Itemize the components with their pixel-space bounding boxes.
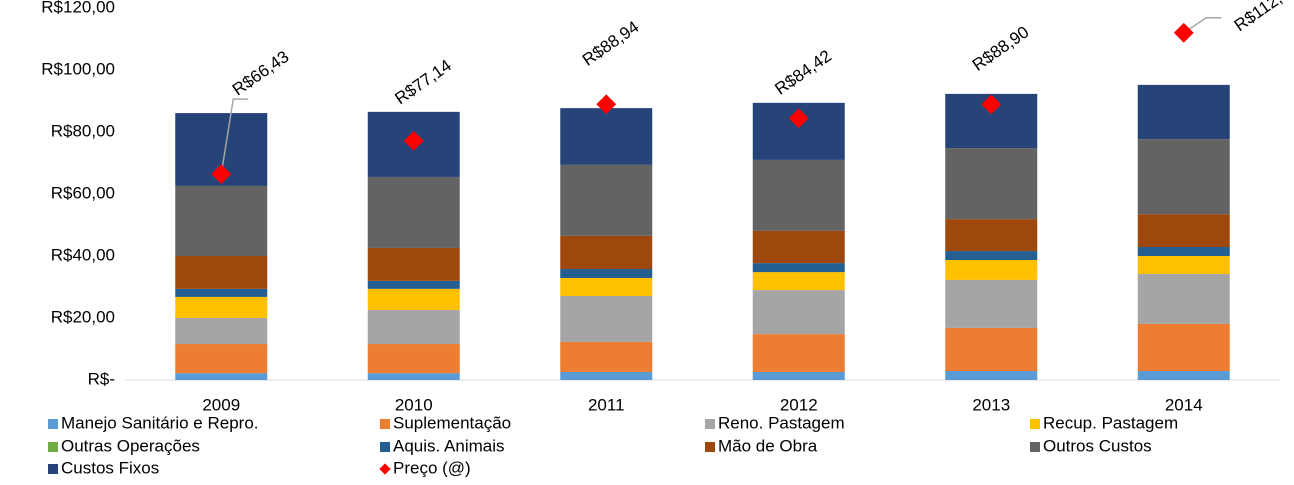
bar-segment	[560, 269, 653, 279]
y-tick-label: R$20,00	[51, 307, 115, 326]
bar-segment	[367, 247, 460, 281]
bar-segment	[1137, 273, 1230, 324]
bar-segment	[945, 279, 1038, 328]
bar-segment	[752, 334, 845, 372]
y-tick-label: R$-	[88, 369, 115, 388]
bar-segment	[752, 272, 845, 291]
value-label: R$66,43	[229, 47, 293, 99]
x-tick-label: 2010	[395, 395, 433, 414]
y-tick-label: R$120,00	[41, 0, 115, 16]
leader-line	[220, 98, 249, 175]
value-label: R$112,	[1231, 0, 1286, 35]
y-tick-label: R$100,00	[41, 59, 115, 78]
legend-marker	[48, 419, 58, 429]
bar-segment	[367, 176, 460, 248]
bar-segment	[175, 185, 268, 256]
legend-label: Reno. Pastagem	[718, 413, 845, 432]
bar-segment	[1137, 84, 1230, 140]
leader-line	[1183, 17, 1222, 34]
legend-marker	[380, 419, 390, 429]
legend-label: Mão de Obra	[718, 436, 818, 455]
bar-segment	[560, 164, 653, 236]
bar-segment	[945, 371, 1038, 380]
bar-segment	[945, 148, 1038, 220]
bar-segment	[367, 373, 460, 380]
value-label: R$77,14	[391, 56, 455, 108]
legend-label: Aquis. Animais	[393, 436, 505, 455]
legend-label: Custos Fixos	[61, 458, 159, 477]
legend-label: Recup. Pastagem	[1043, 413, 1178, 432]
y-tick-label: R$60,00	[51, 183, 115, 202]
bar-segment	[367, 344, 460, 374]
value-label: R$88,94	[579, 17, 643, 69]
x-tick-label: 2011	[588, 395, 625, 414]
bar-segment	[560, 371, 653, 380]
y-tick-label: R$80,00	[51, 121, 115, 140]
legend-label: Manejo Sanitário e Repro.	[61, 413, 259, 432]
legend-label: Suplementação	[393, 413, 511, 432]
bar-segment	[945, 260, 1038, 280]
legend-marker	[1030, 419, 1040, 429]
bar-segment	[1137, 139, 1230, 215]
bar-segment	[175, 344, 268, 374]
bar-segment	[560, 108, 653, 165]
y-tick-label: R$40,00	[51, 245, 115, 264]
price-marker	[403, 130, 424, 151]
legend-marker	[705, 419, 715, 429]
legend-marker	[380, 442, 390, 452]
bar-segment	[175, 288, 268, 297]
bar-segment	[945, 251, 1038, 261]
bar-segment	[175, 373, 268, 380]
bar-segment	[367, 309, 460, 345]
bar-segment	[367, 280, 460, 289]
bar-segment	[1137, 214, 1230, 248]
x-tick-label: 2012	[780, 395, 818, 414]
bar-segment	[945, 327, 1038, 372]
legend-label: Outros Custos	[1043, 436, 1152, 455]
bar-segment	[175, 318, 268, 345]
price-marker	[1173, 22, 1194, 43]
legend-label: Preço (@)	[393, 458, 471, 477]
bar-segment	[1137, 371, 1230, 380]
bar-segment	[175, 296, 268, 318]
bar-segment	[560, 278, 653, 296]
bar-segment	[1137, 247, 1230, 256]
bar-segment	[752, 371, 845, 380]
bar-segment	[367, 288, 460, 310]
x-tick-label: 2013	[972, 395, 1010, 414]
legend-marker	[48, 442, 58, 452]
bar-segment	[1137, 323, 1230, 372]
x-tick-label: 2009	[202, 395, 240, 414]
bar-segment	[1137, 256, 1230, 274]
legend-marker	[379, 463, 391, 475]
bar-segment	[752, 263, 845, 273]
bar-segment	[752, 290, 845, 335]
bar-segment	[752, 230, 845, 264]
bar-segment	[560, 295, 653, 342]
legend-marker	[48, 464, 58, 474]
legend-marker	[1030, 442, 1040, 452]
price-marker	[211, 164, 232, 184]
bar-segment	[560, 341, 653, 372]
bar-segment	[752, 159, 845, 231]
legend-label: Outras Operações	[61, 436, 200, 455]
value-label: R$88,90	[969, 22, 1033, 74]
legend-marker	[705, 442, 715, 452]
bar-segment	[175, 256, 268, 289]
x-tick-label: 2014	[1165, 395, 1203, 414]
value-label: R$84,42	[771, 46, 835, 98]
bar-segment	[560, 235, 653, 270]
bar-segment	[945, 219, 1038, 252]
